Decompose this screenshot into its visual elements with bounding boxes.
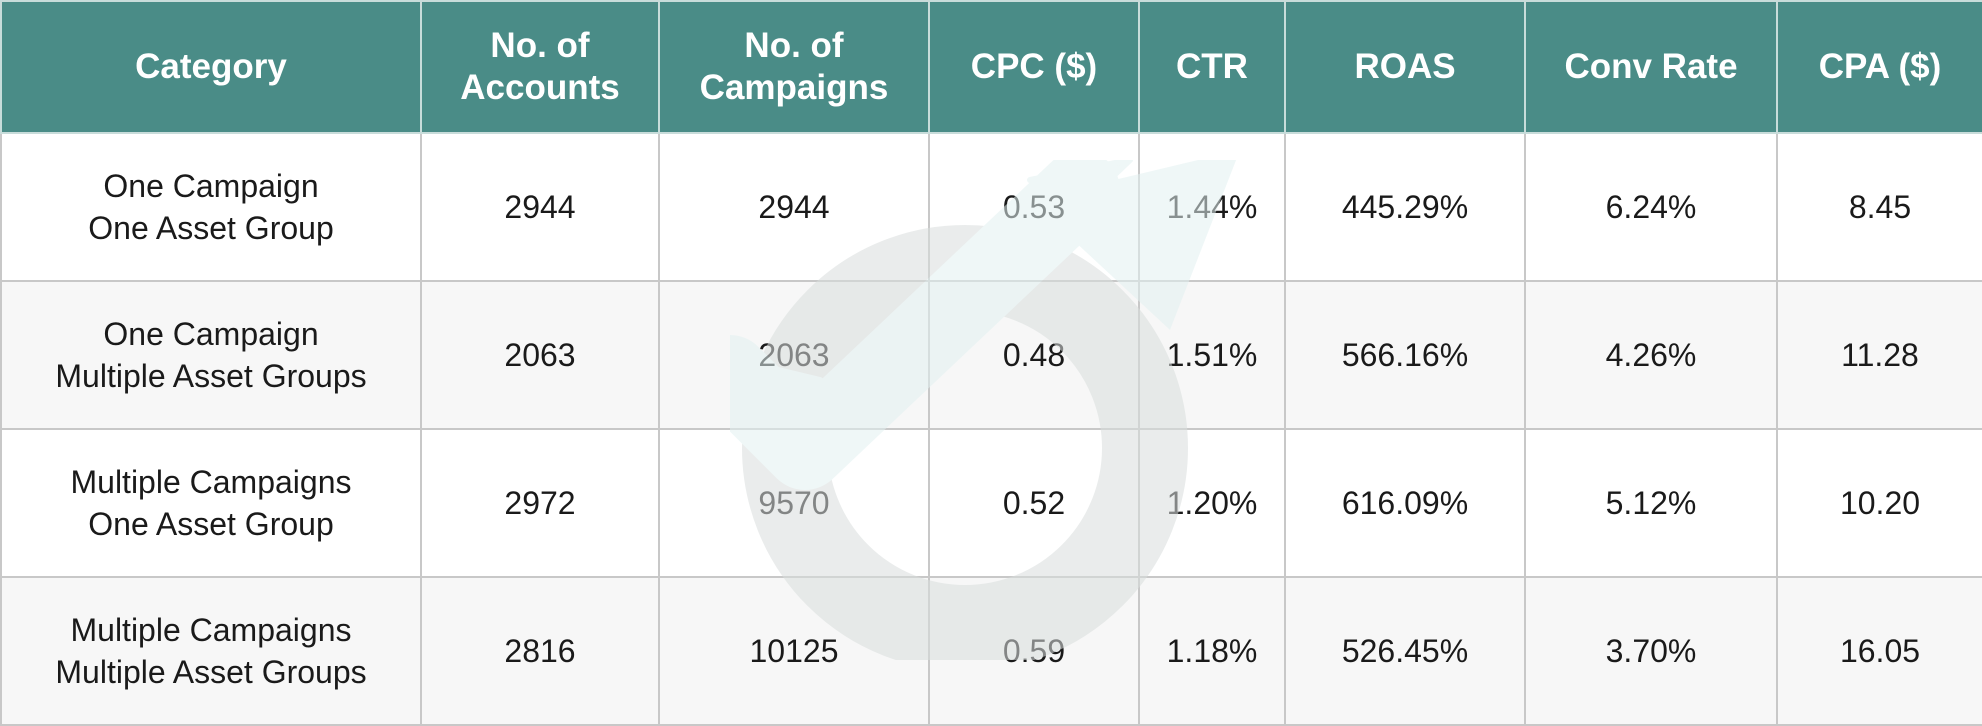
cell-no-of-campaigns: 10125: [658, 576, 930, 726]
column-header-ctr: CTR: [1138, 0, 1286, 134]
cell-ctr: 1.44%: [1138, 132, 1286, 282]
column-header-text: Accounts: [460, 68, 620, 107]
cell-no-of-campaigns: 2944: [658, 132, 930, 282]
category-text: Multiple Campaigns: [70, 464, 352, 500]
cell-no-of-accounts: 2063: [420, 280, 660, 430]
cell-cpa: 10.20: [1776, 428, 1982, 578]
table-row: Multiple Campaigns Multiple Asset Groups 2…: [0, 576, 1982, 726]
table-row: One Campaign One Asset Group 2944 2944 0.53 1…: [0, 132, 1982, 282]
cell-roas: 566.16%: [1284, 280, 1526, 430]
cell-no-of-accounts: 2944: [420, 132, 660, 282]
cell-no-of-campaigns: 2063: [658, 280, 930, 430]
category-cell: Multiple Campaigns Multiple Asset Groups: [0, 576, 422, 726]
cell-no-of-accounts: 2972: [420, 428, 660, 578]
column-header-conv-rate: Conv Rate: [1524, 0, 1778, 134]
cell-cpc: 0.59: [928, 576, 1140, 726]
cell-conv-rate: 4.26%: [1524, 280, 1778, 430]
category-cell: One Campaign Multiple Asset Groups: [0, 280, 422, 430]
cell-ctr: 1.51%: [1138, 280, 1286, 430]
column-header-cpc: CPC ($): [928, 0, 1140, 134]
table-row: Multiple Campaigns One Asset Group 2972 957…: [0, 428, 1982, 578]
table-row: One Campaign Multiple Asset Groups 2063 206…: [0, 280, 1982, 430]
cell-cpc: 0.53: [928, 132, 1140, 282]
column-header-text: ROAS: [1354, 47, 1456, 86]
cell-cpa: 16.05: [1776, 576, 1982, 726]
cell-cpc: 0.52: [928, 428, 1140, 578]
cell-ctr: 1.18%: [1138, 576, 1286, 726]
category-text: One Asset Group: [88, 210, 334, 246]
column-header-text: CPC ($): [970, 47, 1098, 86]
column-header-text: CPA ($): [1818, 47, 1942, 86]
column-header-no-of-accounts: No. of Accounts: [420, 0, 660, 134]
cell-roas: 616.09%: [1284, 428, 1526, 578]
cell-no-of-accounts: 2816: [420, 576, 660, 726]
cell-roas: 445.29%: [1284, 132, 1526, 282]
category-text: Multiple Asset Groups: [55, 358, 367, 394]
column-header-text: Category: [135, 47, 287, 86]
column-header-text: No. of: [744, 26, 844, 65]
category-text: One Campaign: [103, 168, 319, 204]
cell-no-of-campaigns: 9570: [658, 428, 930, 578]
cell-ctr: 1.20%: [1138, 428, 1286, 578]
table-body: One Campaign One Asset Group 2944 2944 0.53 1…: [0, 132, 1982, 726]
header-row: Category No. of Accounts No. of Campaigns CPC…: [0, 0, 1982, 134]
cell-conv-rate: 6.24%: [1524, 132, 1778, 282]
cell-conv-rate: 3.70%: [1524, 576, 1778, 726]
category-text: One Asset Group: [88, 506, 334, 542]
column-header-roas: ROAS: [1284, 0, 1526, 134]
category-text: One Campaign: [103, 316, 319, 352]
category-text: Multiple Campaigns: [70, 612, 352, 648]
cell-cpa: 8.45: [1776, 132, 1982, 282]
cell-conv-rate: 5.12%: [1524, 428, 1778, 578]
category-cell: Multiple Campaigns One Asset Group: [0, 428, 422, 578]
column-header-text: CTR: [1176, 47, 1248, 86]
column-header-text: No. of: [490, 26, 590, 65]
column-header-text: Campaigns: [699, 68, 889, 107]
column-header-cpa: CPA ($): [1776, 0, 1982, 134]
column-header-category: Category: [0, 0, 422, 134]
column-header-no-of-campaigns: No. of Campaigns: [658, 0, 930, 134]
category-cell: One Campaign One Asset Group: [0, 132, 422, 282]
cell-cpc: 0.48: [928, 280, 1140, 430]
category-text: Multiple Asset Groups: [55, 654, 367, 690]
cell-cpa: 11.28: [1776, 280, 1982, 430]
cell-roas: 526.45%: [1284, 576, 1526, 726]
column-header-text: Conv Rate: [1564, 47, 1738, 86]
